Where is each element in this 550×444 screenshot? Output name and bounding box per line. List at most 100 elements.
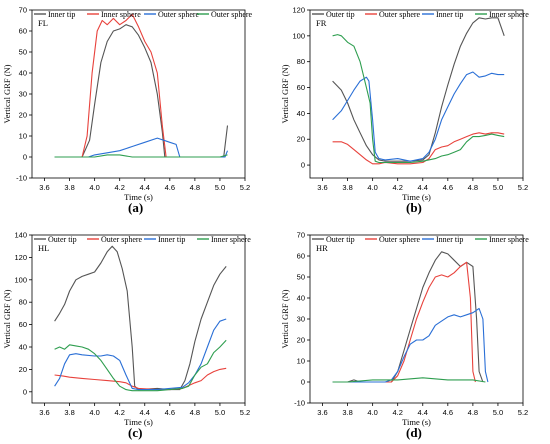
- y-axis-label: Vertical GRF (N): [2, 289, 12, 348]
- y-tick-label: 10: [19, 132, 27, 141]
- x-tick-label: 3.8: [64, 408, 74, 417]
- y-tick-label: 120: [14, 253, 27, 262]
- y-tick-label: 20: [19, 111, 27, 120]
- x-tick-label: 4.2: [392, 183, 402, 192]
- series-line-3: [54, 154, 228, 158]
- y-tick-label: 40: [297, 109, 305, 118]
- y-axis-label: Vertical GRF (N): [2, 64, 12, 123]
- x-tick-label: 4.0: [89, 408, 99, 417]
- y-tick-label: 40: [19, 69, 27, 78]
- x-axis-label: Time (s): [124, 192, 153, 202]
- panel-tag: HR: [316, 243, 328, 253]
- legend-label: Inner sphere: [489, 10, 529, 19]
- y-tick-label: 0: [23, 153, 27, 162]
- panel-label-d: (d): [406, 425, 422, 440]
- y-tick-label: 60: [297, 252, 305, 261]
- legend-label: Inner tip: [48, 10, 75, 19]
- plot-frame: [309, 9, 524, 179]
- y-tick-label: 30: [19, 90, 27, 99]
- legend-label: Outer tip: [326, 235, 355, 244]
- x-tick-label: 4.6: [165, 183, 175, 192]
- x-tick-label: 4.4: [140, 408, 150, 417]
- y-tick-label: 40: [297, 294, 305, 303]
- y-tick-label: 0: [23, 387, 27, 396]
- x-tick-label: 4.6: [165, 408, 175, 417]
- series-line-3: [332, 377, 486, 383]
- series-line-2: [54, 318, 227, 391]
- x-tick-label: 4.0: [367, 183, 377, 192]
- panel-tag: FL: [38, 18, 48, 28]
- chart-panel-0: 3.6 3.8 4.0 4.2 4.4 4.6 4.8 5.0 5.2 -10 0 10 20 30 40 5…: [2, 6, 253, 203]
- y-tick-label: 70: [297, 231, 305, 240]
- x-tick-label: 4.4: [418, 183, 428, 192]
- x-axis-label: Time (s): [402, 192, 431, 202]
- x-tick-label: 4.6: [443, 183, 453, 192]
- legend-label: Inner tip: [436, 235, 463, 244]
- x-tick-label: 4.8: [468, 183, 478, 192]
- y-tick-label: 140: [14, 231, 27, 240]
- x-tick-label: 3.6: [317, 408, 327, 417]
- x-tick-label: 5.0: [493, 408, 503, 417]
- legend-label: Outer tip: [48, 235, 77, 244]
- series-line-3: [54, 339, 227, 392]
- x-tick-label: 3.8: [342, 408, 352, 417]
- legend-label: Outer sphere: [211, 10, 253, 19]
- y-tick-label: 0: [301, 378, 305, 387]
- y-tick-label: 50: [297, 273, 305, 282]
- x-tick-label: 4.8: [190, 183, 200, 192]
- series-line-1: [332, 132, 505, 165]
- y-tick-label: -10: [294, 399, 305, 408]
- series-line-0: [332, 17, 505, 162]
- x-tick-label: 5.0: [493, 183, 503, 192]
- y-tick-label: 80: [19, 298, 27, 307]
- y-tick-label: 60: [19, 320, 27, 329]
- y-tick-label: 0: [301, 161, 305, 170]
- series-line-1: [54, 367, 227, 391]
- plot-frame: [31, 234, 246, 404]
- series-line-3: [332, 34, 505, 164]
- x-tick-label: 4.4: [418, 408, 428, 417]
- x-tick-label: 4.2: [114, 183, 124, 192]
- chart-panel-2: 3.6 3.8 4.0 4.2 4.4 4.6 4.8 5.0 5.2 0 20 40 60 80 100 1…: [2, 231, 251, 428]
- panel-label-a: (a): [128, 200, 144, 215]
- y-tick-label: 10: [297, 357, 305, 366]
- legend-label: Inner tip: [436, 10, 463, 19]
- y-tick-label: 50: [19, 48, 27, 57]
- x-tick-label: 3.6: [39, 183, 49, 192]
- y-tick-label: 80: [297, 57, 305, 66]
- x-tick-label: 5.0: [215, 183, 225, 192]
- legend-label: Outer tip: [326, 10, 355, 19]
- chart-panel-1: 3.6 3.8 4.0 4.2 4.4 4.6 4.8 5.0 5.2 0 20 40 60 80 100 1…: [280, 6, 529, 203]
- x-tick-label: 4.2: [392, 408, 402, 417]
- panel-label-c: (c): [128, 425, 143, 440]
- x-axis-label: Time (s): [124, 417, 153, 427]
- y-axis-label: Vertical GRF (N): [280, 289, 290, 348]
- series-line-1: [332, 261, 476, 383]
- y-tick-label: 20: [297, 336, 305, 345]
- x-tick-label: 4.0: [367, 408, 377, 417]
- x-tick-label: 4.0: [89, 183, 99, 192]
- panel-tag: FR: [316, 18, 327, 28]
- x-tick-label: 4.6: [443, 408, 453, 417]
- x-tick-label: 3.6: [39, 408, 49, 417]
- x-tick-label: 3.6: [317, 183, 327, 192]
- x-tick-label: 5.2: [240, 183, 250, 192]
- series-line-2: [332, 307, 489, 383]
- x-tick-label: 3.8: [64, 183, 74, 192]
- legend-label: Outer sphere: [101, 235, 143, 244]
- panel-tag: HL: [38, 243, 49, 253]
- y-tick-label: 30: [297, 315, 305, 324]
- y-tick-label: 70: [19, 6, 27, 15]
- panel-label-b: (b): [406, 200, 422, 215]
- legend-label: Outer sphere: [379, 10, 421, 19]
- y-tick-label: 20: [297, 135, 305, 144]
- y-tick-label: 20: [19, 365, 27, 374]
- legend-label: Inner sphere: [489, 235, 529, 244]
- series-line-0: [54, 245, 227, 391]
- x-tick-label: 5.2: [240, 408, 250, 417]
- legend-label: Inner sphere: [211, 235, 251, 244]
- x-tick-label: 5.2: [518, 408, 528, 417]
- y-tick-label: 100: [14, 275, 27, 284]
- series-line-0: [54, 24, 229, 158]
